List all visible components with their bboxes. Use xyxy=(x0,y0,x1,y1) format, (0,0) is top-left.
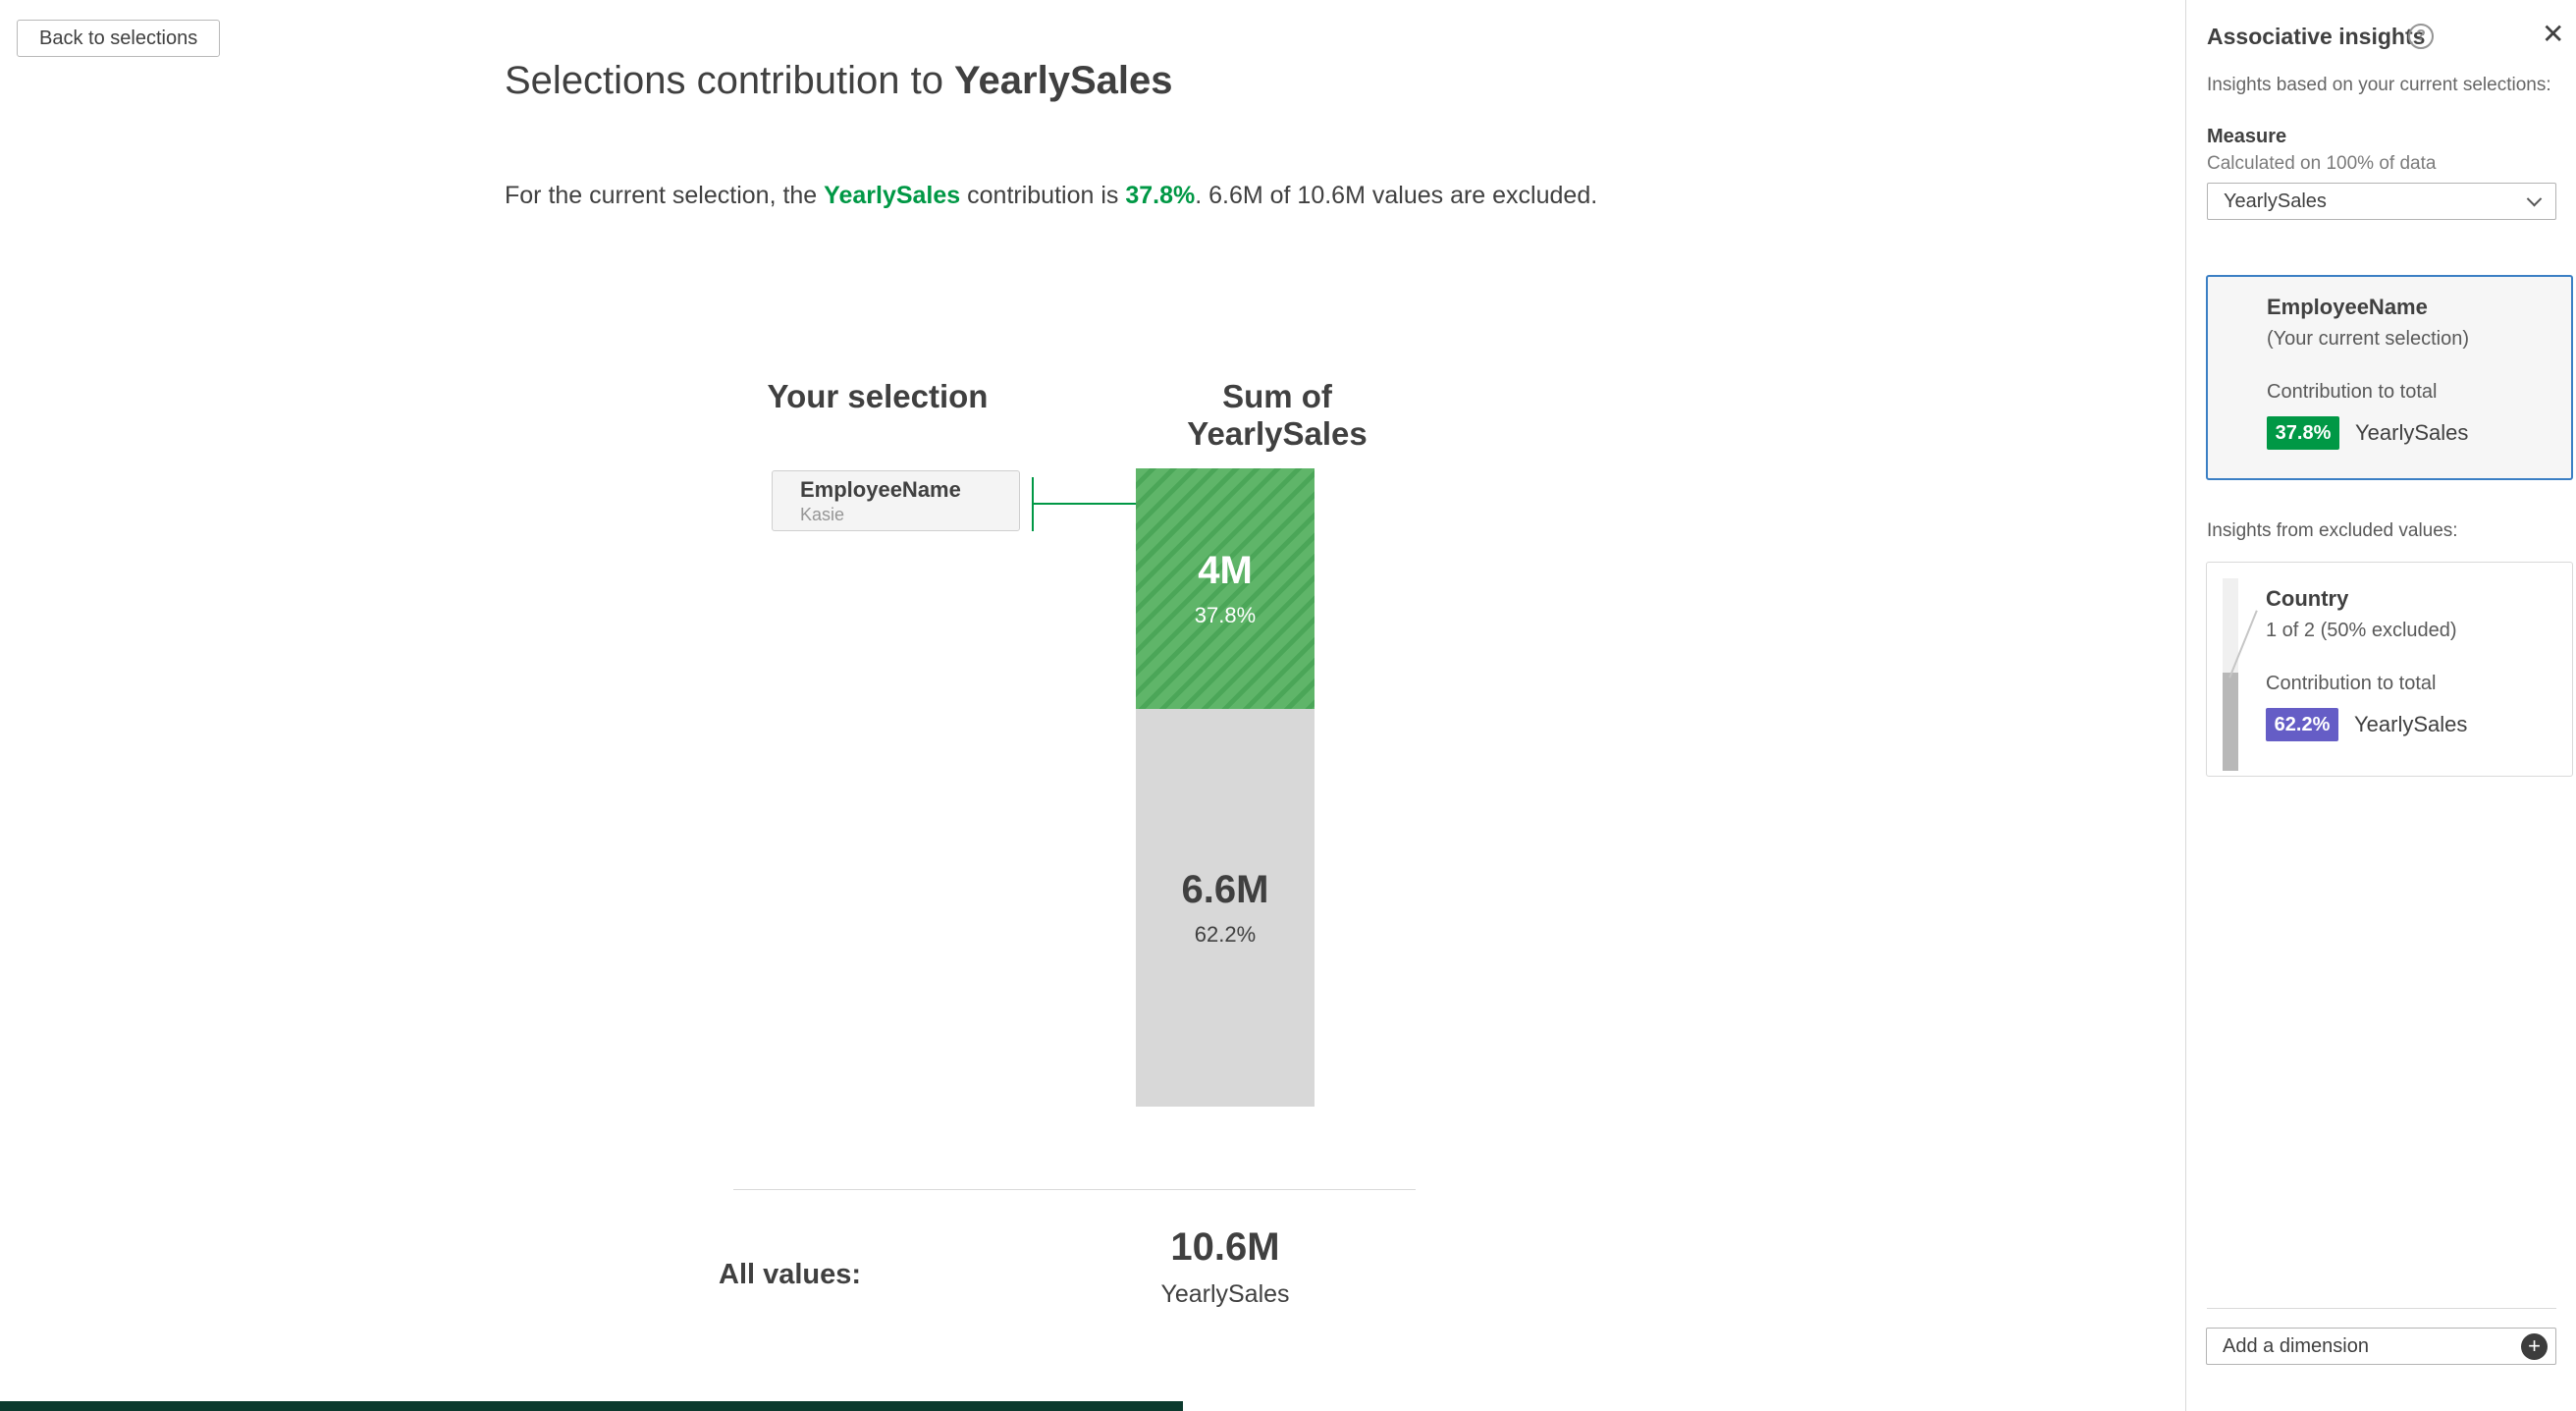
card-contribution-label: Contribution to total xyxy=(2266,673,2437,694)
bar-segment-included: 4M 37.8% xyxy=(1136,468,1315,709)
excluded-insights-label: Insights from excluded values: xyxy=(2207,520,2458,541)
measure-note: Calculated on 100% of data xyxy=(2207,153,2437,174)
page-title: Selections contribution to YearlySales xyxy=(505,59,1172,103)
panel-subtitle: Insights based on your current selection… xyxy=(2207,75,2551,95)
all-values-label: All values: xyxy=(719,1259,862,1290)
card-note: (Your current selection) xyxy=(2267,328,2470,350)
sidebar-bottom-divider xyxy=(2207,1308,2556,1309)
contribution-badge: 62.2% xyxy=(2266,708,2338,741)
excluded-value: 6.6M xyxy=(1181,868,1269,911)
selection-field-name: EmployeeName xyxy=(800,476,961,502)
bottom-taskbar-strip xyxy=(0,1401,1183,1411)
sum-of-yearlysales-header: Sum of YearlySales xyxy=(1187,378,1368,452)
bar-segment-excluded: 6.6M 62.2% xyxy=(1136,709,1315,1107)
add-dimension-button[interactable]: Add a dimension + xyxy=(2206,1328,2556,1365)
measure-dropdown-value: YearlySales xyxy=(2224,190,2327,212)
add-plus-icon: + xyxy=(2521,1332,2548,1360)
card-contribution-label: Contribution to total xyxy=(2267,381,2438,403)
totals-divider xyxy=(733,1189,1416,1190)
chevron-down-icon xyxy=(2526,190,2543,206)
contribution-badge: 37.8% xyxy=(2267,416,2339,450)
page-subtitle: For the current selection, the YearlySal… xyxy=(505,182,1597,210)
measure-label: Measure xyxy=(2207,126,2287,147)
close-icon[interactable]: ✕ xyxy=(2542,19,2565,49)
page-title-measure: YearlySales xyxy=(954,59,1173,102)
total-value: 10.6M xyxy=(1170,1225,1280,1269)
card-field-name: Country xyxy=(2266,586,2349,611)
card-badge-row: 37.8% YearlySales xyxy=(2267,416,2468,450)
card-badge-row: 62.2% YearlySales xyxy=(2266,708,2467,741)
subtitle-percent: 37.8% xyxy=(1125,182,1196,209)
badge-measure-label: YearlySales xyxy=(2355,420,2469,445)
excluded-percent: 62.2% xyxy=(1194,922,1257,947)
help-icon[interactable]: ? xyxy=(2408,24,2434,49)
associative-insights-panel: Associative insights ? ✕ Insights based … xyxy=(2185,0,2576,1411)
your-selection-header: Your selection xyxy=(767,378,989,414)
measure-dropdown[interactable]: YearlySales xyxy=(2207,183,2556,220)
connector-line-horizontal xyxy=(1032,503,1137,505)
selection-field-value: Kasie xyxy=(800,504,845,524)
mini-bar-fill xyxy=(2223,673,2238,771)
subtitle-part3: . 6.6M of 10.6M values are excluded. xyxy=(1195,182,1598,209)
panel-title: Associative insights xyxy=(2207,24,2426,49)
insight-card-employeename[interactable]: EmployeeName (Your current selection) Co… xyxy=(2206,275,2573,480)
selection-field-card: EmployeeName Kasie xyxy=(772,470,1020,531)
subtitle-part2: contribution is xyxy=(960,182,1126,209)
back-to-selections-button[interactable]: Back to selections xyxy=(17,20,221,57)
page-title-prefix: Selections contribution to xyxy=(505,59,955,102)
subtitle-measure: YearlySales xyxy=(824,182,961,209)
card-field-name: EmployeeName xyxy=(2267,295,2428,319)
included-percent: 37.8% xyxy=(1194,603,1257,627)
badge-measure-label: YearlySales xyxy=(2354,712,2468,736)
included-value: 4M xyxy=(1198,549,1253,592)
subtitle-part1: For the current selection, the xyxy=(505,182,825,209)
insight-card-country[interactable]: Country 1 of 2 (50% excluded) Contributi… xyxy=(2206,562,2573,777)
total-measure-label: YearlySales xyxy=(1160,1280,1290,1308)
card-note: 1 of 2 (50% excluded) xyxy=(2266,620,2457,641)
add-dimension-label: Add a dimension xyxy=(2223,1334,2369,1357)
